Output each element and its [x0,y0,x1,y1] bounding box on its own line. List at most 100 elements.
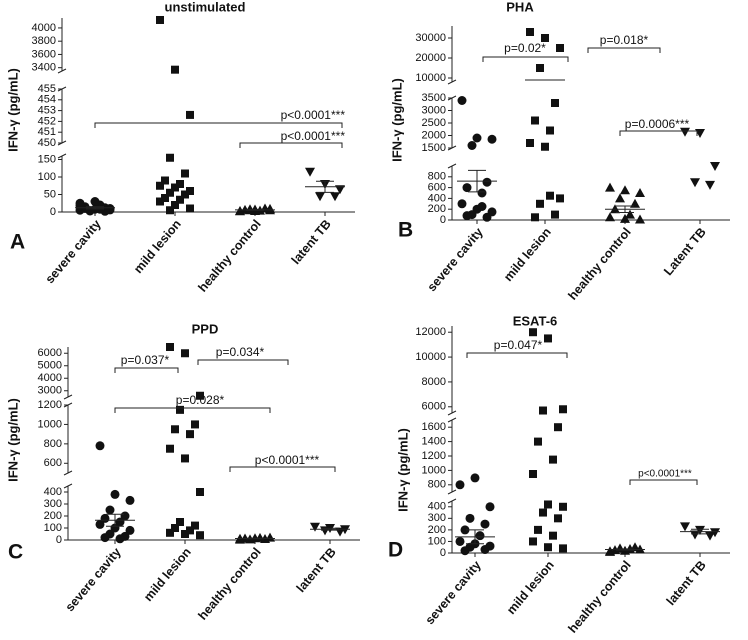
panel-label: D [388,539,403,562]
data-point [186,526,194,535]
data-point [125,495,135,505]
data-point [480,519,490,529]
data-point [176,195,184,204]
data-point [477,188,487,198]
y-tick-label: 50 [44,188,56,200]
p-value-label: p=0.047* [494,338,543,352]
data-point [554,514,562,523]
p-value-label: p=0.028* [176,393,225,407]
y-tick-label: 20000 [415,52,446,64]
data-point [125,525,135,535]
y-tick-label: 1000 [422,464,446,476]
data-point [541,34,549,42]
data-point [196,488,204,496]
panel-label: A [10,231,25,254]
data-point [539,508,547,517]
data-point [186,187,194,195]
x-tick-label: severe cavity [43,217,104,286]
p-value-label: p=0.034* [216,345,265,359]
y-tick-label: 300 [44,498,62,510]
comparison-bracket [94,122,343,128]
data-point [526,139,534,147]
x-tick-label: mild lesion [141,545,194,604]
x-tick-label: Latent TB [661,225,709,278]
y-tick-label: 200 [428,524,446,536]
panel-label: C [8,541,23,564]
data-point [549,455,557,464]
data-point [482,177,492,187]
axis-break [447,489,457,495]
data-point [544,500,552,509]
x-tick-label: latent TB [664,558,709,608]
data-point [462,211,472,221]
y-tick-label: 400 [428,501,446,513]
x-tick-label: healthy control [196,217,264,295]
axis-break [63,483,73,489]
data-point [705,180,715,190]
x-tick-label: mild lesion [501,225,554,284]
data-point [75,201,85,211]
data-point [457,96,467,105]
axis-break [447,498,457,504]
p-value-label: p=0.037* [121,353,170,367]
axis-break [447,163,457,169]
y-tick-label: 150 [38,153,56,165]
data-point [310,522,320,532]
data-point [475,531,485,541]
data-point [191,420,199,429]
data-point [105,505,115,515]
data-point [181,454,189,463]
y-tick-label: 1000 [38,418,62,430]
y-tick-label: 1200 [422,450,446,462]
y-tick-label: 8000 [422,376,446,388]
data-point [680,127,690,137]
data-point [539,406,547,415]
x-tick-label: healthy control [196,545,264,623]
data-point [235,534,245,544]
data-point [529,328,537,337]
axis-break [57,153,67,159]
y-tick-label: 800 [428,479,446,491]
y-tick-label: 100 [44,522,62,534]
data-point [559,405,567,414]
p-value-label: p=0.018* [600,33,649,47]
data-point [529,537,537,546]
data-point [690,178,700,188]
y-tick-label: 0 [440,547,446,559]
x-tick-label: severe cavity [425,225,486,294]
y-tick-label: 200 [44,510,62,522]
data-point [487,134,497,144]
data-point [166,188,174,197]
data-point [551,99,559,107]
y-tick-label: 4000 [32,22,56,34]
x-tick-label: severe cavity [423,558,484,627]
data-point [625,209,635,219]
data-point [556,194,564,203]
axis-break [63,470,73,476]
data-point [551,210,559,219]
y-tick-label: 10000 [415,351,446,363]
comparison-bracket [229,466,336,472]
data-point [605,182,615,192]
y-tick-label: 1600 [422,421,446,433]
y-axis-label: IFN-γ (pg/mL) [5,68,20,152]
y-tick-label: 451 [38,126,56,138]
data-point [156,181,164,190]
y-axis-label: IFN-γ (pg/mL) [395,428,410,512]
data-point [95,441,105,451]
y-tick-label: 1500 [422,142,446,154]
data-point [176,180,184,188]
data-point [460,525,470,535]
data-point [554,423,562,432]
x-tick-label: mild lesion [504,558,557,617]
data-point [255,532,265,542]
y-axis-label: IFN-γ (pg/mL) [5,398,20,482]
y-tick-label: 2000 [422,129,446,141]
data-point [171,201,179,209]
data-point [186,110,194,119]
data-point [615,193,625,203]
comparison-bracket [587,47,661,53]
p-value-label: p<0.0001*** [255,453,320,467]
y-tick-label: 0 [56,534,62,546]
